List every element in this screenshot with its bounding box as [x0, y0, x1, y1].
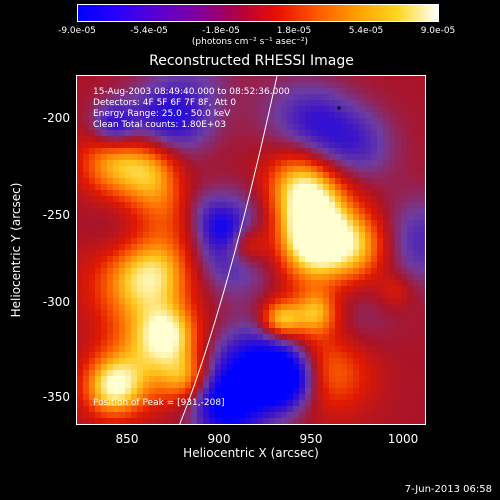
colorbar-tick-label: -1.8e-05: [202, 26, 240, 36]
y-tick-label: -300: [42, 295, 70, 309]
colorbar-tick-label: 5.4e-05: [348, 26, 384, 36]
image-map: [77, 76, 425, 424]
plot-title: Reconstructed RHESSI Image: [149, 53, 354, 69]
x-axis-title: Heliocentric X (arcsec): [183, 446, 319, 460]
colorbar: [77, 4, 439, 22]
clean-info-label: Clean Total counts: 1.80E+03: [93, 120, 226, 130]
y-tick-label: -250: [42, 208, 70, 222]
y-axis-title: Heliocentric Y (arcsec): [9, 182, 23, 318]
x-tick-label: 950: [299, 432, 323, 446]
y-tick-label: -200: [42, 111, 70, 125]
colorbar-tick-label: -9.0e-05: [58, 26, 96, 36]
y-tick-label: -350: [42, 390, 70, 404]
x-tick-label: 900: [207, 432, 231, 446]
rhessi-image: [76, 75, 426, 425]
energy-range-label: Energy Range: 25.0 - 50.0 keV: [93, 109, 231, 119]
colorbar-tick-label: 1.8e-05: [276, 26, 312, 36]
time-range-label: 15-Aug-2003 08:49:40.000 to 08:52:36.000: [93, 87, 290, 97]
solar-limb-line: [179, 76, 278, 424]
peak-position-label: Position of Peak = [931,-208]: [93, 398, 225, 408]
peak-marker: [337, 106, 341, 110]
x-tick-label: 850: [115, 432, 139, 446]
colorbar-tick-label: -5.4e-05: [130, 26, 168, 36]
colorbar-unit-label: (photons cm⁻² s⁻¹ asec⁻²): [191, 37, 309, 47]
x-tick-label: 1000: [387, 432, 419, 446]
footer-timestamp: 7-Jun-2013 06:58: [404, 484, 492, 495]
detectors-label: Detectors: 4F 5F 6F 7F 8F, Att 0: [93, 98, 237, 108]
colorbar-tick-label: 9.0e-05: [420, 26, 456, 36]
